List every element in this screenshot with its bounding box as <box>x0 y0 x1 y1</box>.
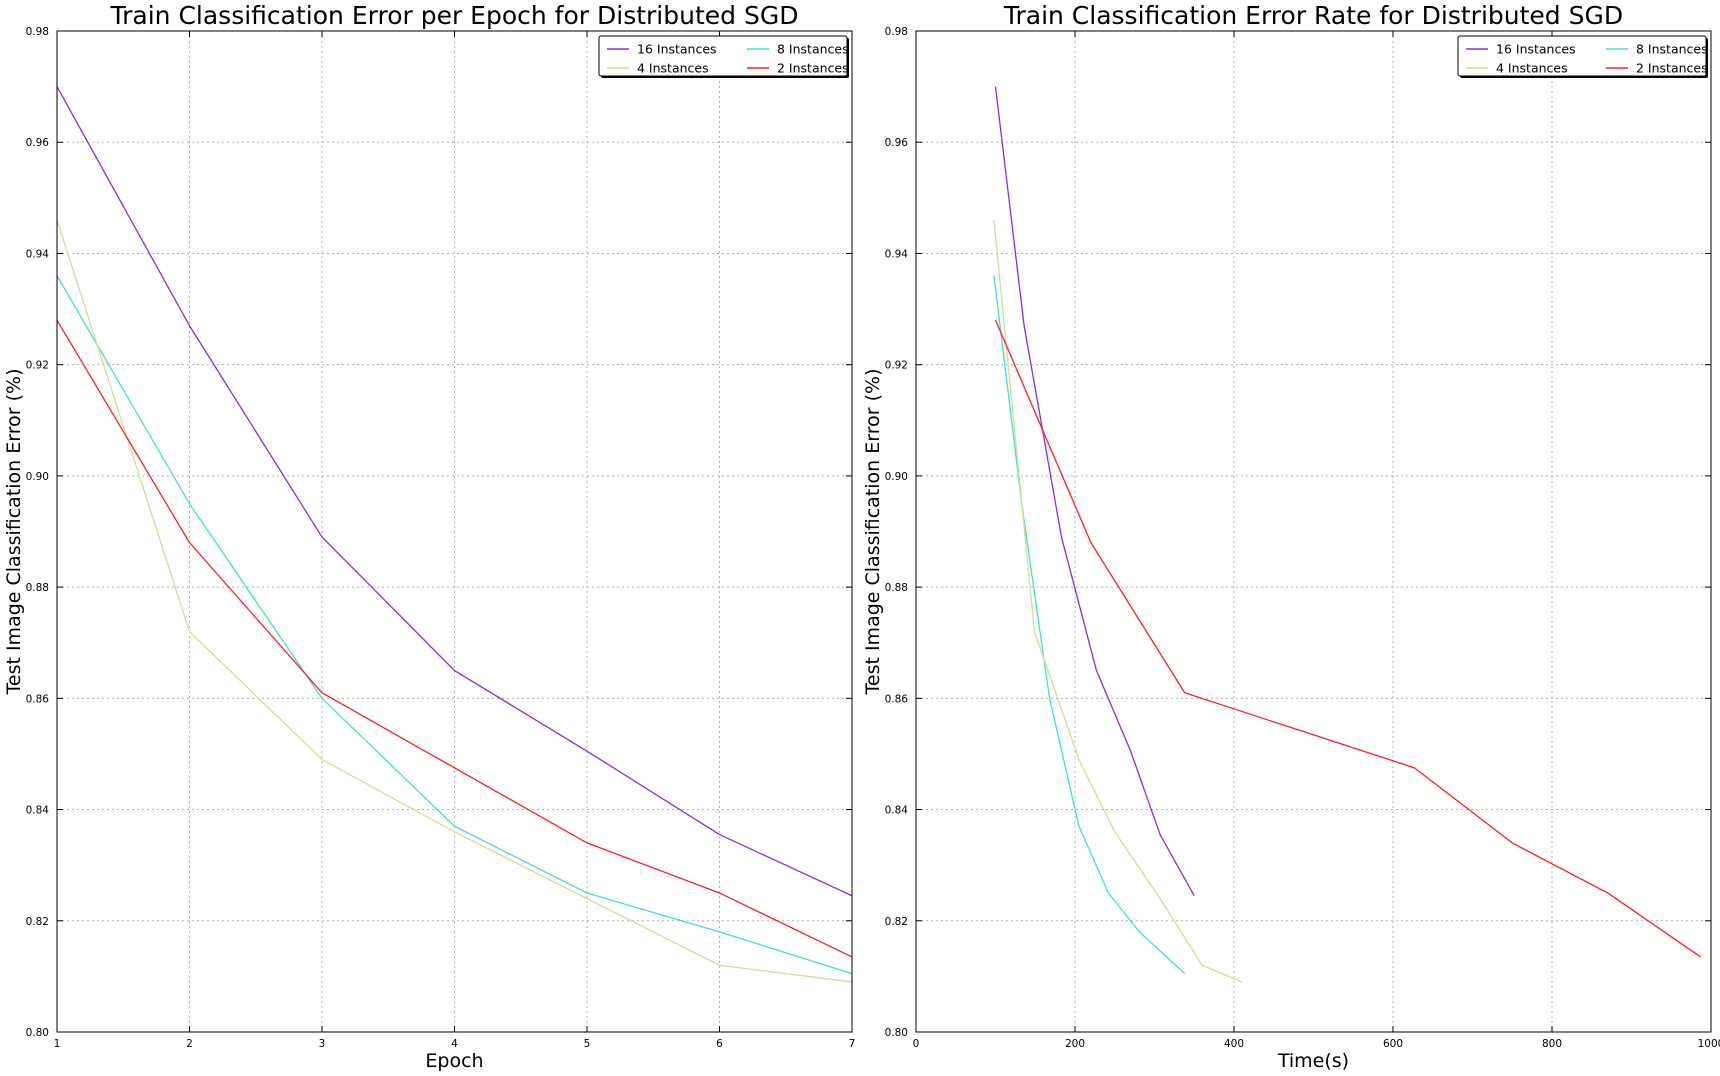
y-tick-label: 0.84 <box>26 805 50 817</box>
legend-entry: 4 Instances <box>1496 61 1568 76</box>
y-tick-label: 0.92 <box>885 360 908 372</box>
x-tick-label: 600 <box>1383 1038 1403 1050</box>
y-tick-label: 0.82 <box>26 916 49 928</box>
y-tick-label: 0.96 <box>26 137 50 149</box>
y-tick-label: 0.88 <box>885 582 908 594</box>
x-tick-label: 4 <box>451 1038 458 1050</box>
legend-box <box>1457 35 1707 77</box>
y-tick-label: 0.98 <box>885 26 908 38</box>
legend-box <box>598 35 848 77</box>
x-axis-label: Time(s) <box>1277 1050 1349 1072</box>
y-tick-label: 0.80 <box>885 1027 908 1039</box>
series-line-16-instances <box>56 86 853 897</box>
y-tick-label: 0.96 <box>885 137 909 149</box>
series-line-8-instances <box>993 275 1186 975</box>
legend-entry: 16 Instances <box>1496 42 1576 57</box>
y-tick-label: 0.90 <box>885 471 908 483</box>
y-tick-label: 0.94 <box>26 248 50 260</box>
x-tick-label: 1 <box>54 1038 61 1050</box>
legend-entry: 2 Instances <box>777 61 849 76</box>
chart-title: Train Classification Error Rate for Dist… <box>1003 1 1623 30</box>
legend: 16 Instances 4 Instances 8 Instances 2 Inst… <box>598 35 849 78</box>
legend-entry: 8 Instances <box>1636 42 1708 57</box>
series-line-2-instances <box>56 319 853 958</box>
y-tick-label: 0.86 <box>885 693 909 705</box>
y-tick-label: 0.88 <box>26 582 49 594</box>
x-tick-label: 200 <box>1065 1038 1085 1050</box>
x-tick-label: 0 <box>913 1038 920 1050</box>
x-tick-label: 7 <box>849 1038 856 1050</box>
x-tick-label: 5 <box>584 1038 591 1050</box>
legend-entry: 8 Instances <box>777 42 849 57</box>
legend-entry: 16 Instances <box>637 42 717 57</box>
y-axis-label: Test Image Classification Error (%) <box>3 369 25 696</box>
chart-title: Train Classification Error per Epoch for… <box>110 1 799 30</box>
x-tick-label: 800 <box>1542 1038 1562 1050</box>
legend-entry: 2 Instances <box>1636 61 1708 76</box>
x-tick-label: 6 <box>716 1038 723 1050</box>
chart-1: 1 2 3 4 5 6 7 0.80 0.82 0.84 0.86 0.88 0.90 0.92 0.94 0… <box>3 1 855 1072</box>
legend: 16 Instances 4 Instances 8 Instances 2 Inst… <box>1457 35 1708 78</box>
x-axis-label: Epoch <box>425 1050 483 1072</box>
series-line-4-instances <box>56 219 853 983</box>
y-tick-label: 0.84 <box>885 805 909 817</box>
y-tick-label: 0.98 <box>26 26 49 38</box>
y-tick-label: 0.94 <box>885 248 909 260</box>
series-line-2-instances <box>994 319 1702 958</box>
x-tick-label: 400 <box>1224 1038 1244 1050</box>
series-line-4-instances <box>993 220 1243 983</box>
x-tick-label: 2 <box>186 1038 193 1050</box>
series-line-16-instances <box>994 86 1195 897</box>
y-tick-label: 0.82 <box>885 916 908 928</box>
y-axis-label: Test Image Classification Error (%) <box>862 369 884 696</box>
x-tick-label: 3 <box>319 1038 326 1050</box>
legend-entry: 4 Instances <box>637 61 709 76</box>
series-line-8-instances <box>56 275 853 975</box>
y-tick-label: 0.92 <box>26 360 49 372</box>
y-tick-label: 0.86 <box>26 693 50 705</box>
plot-frame <box>915 30 1712 1033</box>
y-tick-label: 0.80 <box>26 1027 49 1039</box>
y-tick-label: 0.90 <box>26 471 49 483</box>
